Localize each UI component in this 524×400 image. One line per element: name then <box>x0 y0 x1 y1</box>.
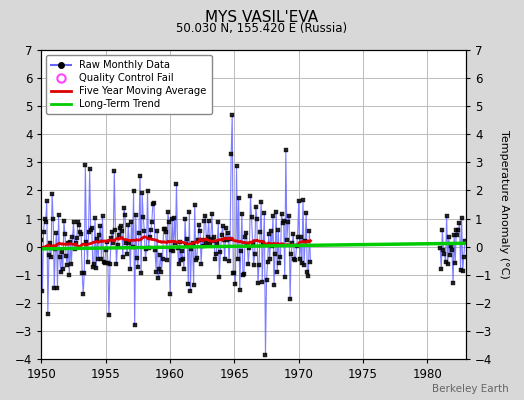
Text: 50.030 N, 155.420 E (Russia): 50.030 N, 155.420 E (Russia) <box>177 22 347 35</box>
Text: Berkeley Earth: Berkeley Earth <box>432 384 508 394</box>
Legend: Raw Monthly Data, Quality Control Fail, Five Year Moving Average, Long-Term Tren: Raw Monthly Data, Quality Control Fail, … <box>47 55 212 114</box>
Y-axis label: Temperature Anomaly (°C): Temperature Anomaly (°C) <box>499 130 509 279</box>
Text: MYS VASIL'EVA: MYS VASIL'EVA <box>205 10 319 25</box>
